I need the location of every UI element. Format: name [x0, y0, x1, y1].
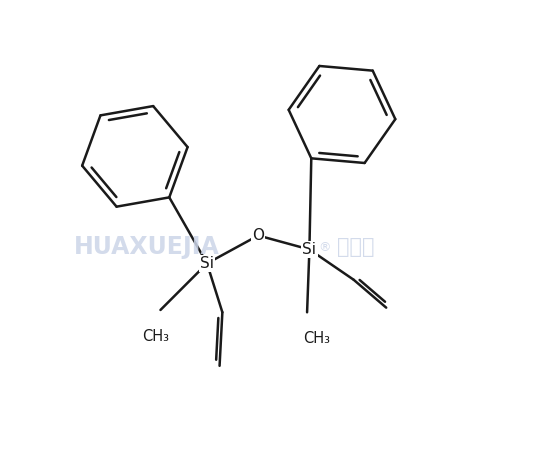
Text: CH₃: CH₃	[142, 329, 169, 343]
Text: HUAXUEJIA: HUAXUEJIA	[74, 235, 220, 259]
Text: 化学加: 化学加	[337, 237, 375, 257]
Text: CH₃: CH₃	[303, 331, 330, 346]
Text: Si: Si	[302, 242, 316, 257]
Text: ®: ®	[319, 241, 331, 254]
Text: O: O	[252, 228, 264, 243]
Text: Si: Si	[200, 256, 214, 271]
